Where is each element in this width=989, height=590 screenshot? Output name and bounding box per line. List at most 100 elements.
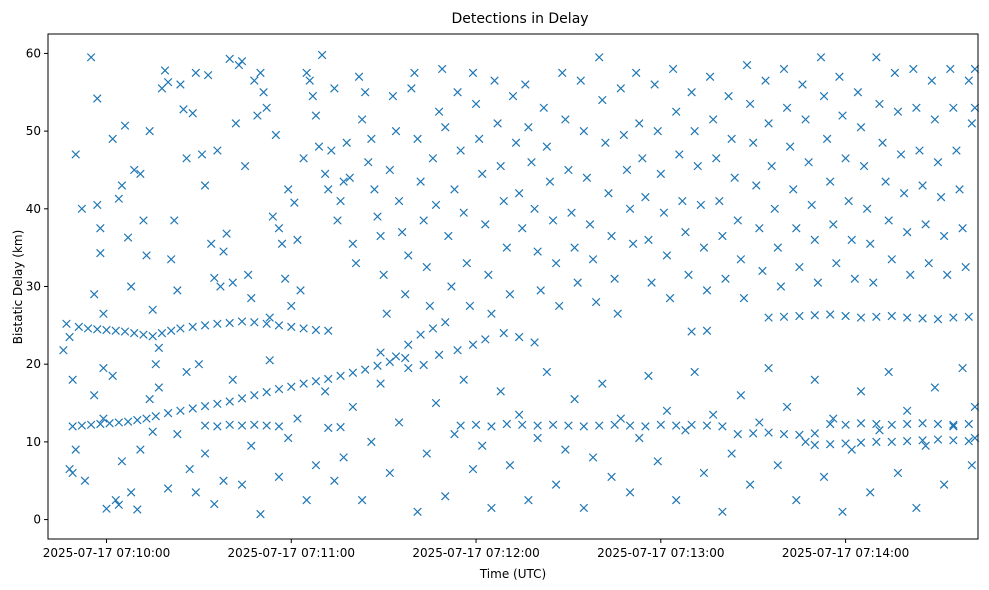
data-point xyxy=(265,356,274,365)
data-point xyxy=(471,99,481,109)
data-point xyxy=(736,391,746,400)
data-point xyxy=(964,312,973,322)
data-point xyxy=(382,309,391,318)
data-point xyxy=(182,367,191,377)
data-point xyxy=(404,251,413,260)
x-tick-label: 2025-07-17 07:14:00 xyxy=(782,546,909,560)
data-point xyxy=(287,322,296,332)
data-point xyxy=(299,154,308,163)
data-point xyxy=(699,243,709,252)
data-point xyxy=(502,419,512,429)
data-point xyxy=(825,177,835,186)
data-point xyxy=(601,138,610,147)
data-point xyxy=(385,165,395,175)
data-point xyxy=(890,68,900,78)
data-point xyxy=(804,157,813,167)
data-point xyxy=(163,77,173,87)
data-point xyxy=(970,433,980,443)
data-point xyxy=(564,421,573,430)
data-point xyxy=(200,449,210,458)
data-point xyxy=(502,243,512,252)
data-point xyxy=(958,224,967,233)
data-point xyxy=(567,208,576,217)
data-point xyxy=(166,255,176,264)
data-point xyxy=(967,119,977,128)
data-point xyxy=(293,414,302,423)
data-point xyxy=(468,340,478,349)
data-point xyxy=(468,68,478,78)
data-point xyxy=(776,282,786,291)
data-point xyxy=(764,428,773,437)
data-point xyxy=(194,359,204,369)
data-point xyxy=(385,468,395,478)
data-point xyxy=(795,262,804,272)
data-point xyxy=(782,103,792,113)
data-point xyxy=(151,412,161,421)
data-point xyxy=(487,503,496,513)
data-point xyxy=(511,138,521,147)
data-point xyxy=(887,311,896,321)
data-point xyxy=(607,231,616,241)
data-point xyxy=(872,437,881,447)
data-point xyxy=(625,421,635,430)
data-point xyxy=(604,189,613,198)
data-point xyxy=(785,142,795,151)
data-point xyxy=(425,301,435,311)
x-tick-label: 2025-07-17 07:13:00 xyxy=(597,546,724,560)
data-point xyxy=(548,216,558,225)
data-point xyxy=(240,161,250,171)
data-point xyxy=(736,255,746,264)
data-point xyxy=(111,326,120,336)
data-point xyxy=(299,324,308,333)
data-point xyxy=(419,360,428,370)
data-point xyxy=(702,421,712,430)
data-point xyxy=(280,274,290,283)
data-point xyxy=(875,99,884,109)
data-point xyxy=(256,68,265,78)
data-point xyxy=(496,161,505,171)
data-point xyxy=(105,419,114,428)
data-point xyxy=(157,328,167,338)
data-point xyxy=(810,311,820,320)
data-point xyxy=(964,436,973,446)
data-point xyxy=(274,224,284,233)
data-point xyxy=(662,251,672,260)
data-point xyxy=(952,146,961,155)
data-point xyxy=(678,196,687,206)
data-point xyxy=(675,150,684,159)
data-point xyxy=(829,414,838,423)
data-point xyxy=(844,196,853,206)
data-point xyxy=(505,290,515,299)
data-point xyxy=(145,394,154,404)
data-point xyxy=(274,321,284,330)
data-point xyxy=(327,146,336,155)
data-point xyxy=(453,345,462,355)
data-point xyxy=(379,270,388,280)
data-point xyxy=(296,286,305,295)
data-point xyxy=(179,105,188,114)
data-point xyxy=(99,309,108,318)
data-point xyxy=(243,270,253,280)
data-point xyxy=(336,371,345,381)
data-point xyxy=(869,278,878,287)
data-point xyxy=(259,88,268,97)
data-point xyxy=(213,399,222,409)
data-point xyxy=(841,311,850,321)
data-point xyxy=(120,327,130,336)
data-point xyxy=(237,480,247,489)
data-point xyxy=(274,384,284,394)
data-point xyxy=(376,231,385,241)
data-point xyxy=(924,258,933,268)
data-point xyxy=(99,363,108,373)
data-point xyxy=(930,115,940,124)
y-tick-label: 10 xyxy=(26,435,41,449)
data-point xyxy=(949,436,958,445)
data-point xyxy=(484,270,493,280)
data-point xyxy=(400,290,410,299)
data-point xyxy=(718,231,727,241)
data-point xyxy=(939,480,949,489)
data-point xyxy=(139,216,148,225)
data-point xyxy=(299,379,308,388)
data-point xyxy=(896,150,906,159)
